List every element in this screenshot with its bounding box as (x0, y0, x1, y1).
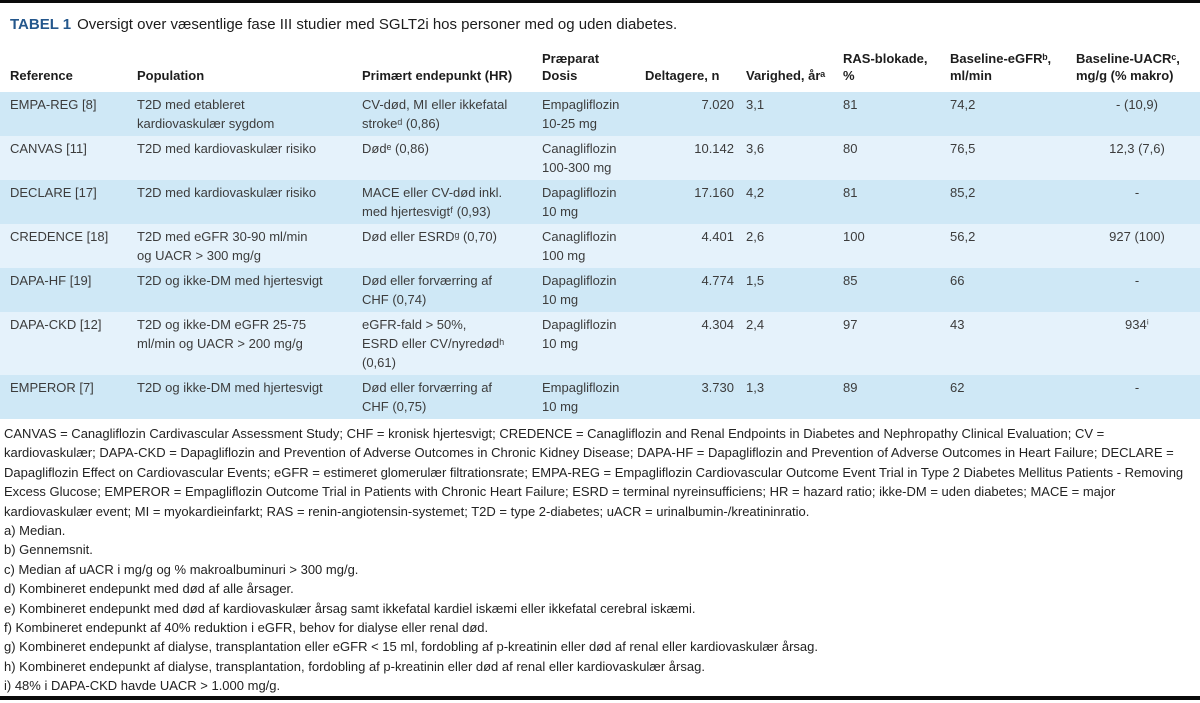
footnote-h: h) Kombineret endepunkt af dialyse, tran… (4, 658, 705, 674)
footnotes-block: CANVAS = Canagliflozin Cardivascular Ass… (0, 419, 1200, 696)
cell-duration: 2,4 (746, 317, 765, 332)
cell-baseline-egfr: 56,2 (950, 229, 976, 244)
footnote-c: c) Median af uACR i mg/g og % makroalbum… (4, 561, 359, 577)
cell-population: T2D med kardiovaskulær risiko (137, 185, 317, 200)
table-row-emperor: EMPEROR [7] T2D og ikke-DM med hjertesvi… (0, 375, 1200, 419)
footnote-a: a) Median. (4, 523, 66, 539)
cell-participants: 10.142 (694, 141, 734, 156)
cell-reference: CANVAS [11] (10, 141, 87, 156)
cell-drug-dose: Dapagliflozin 10 mg (542, 273, 617, 307)
cell-baseline-uacr: 927 (100) (1109, 229, 1165, 244)
cell-drug-dose: Dapagliflozin 10 mg (542, 185, 617, 219)
cell-baseline-egfr: 62 (950, 380, 965, 395)
table-row-canvas: CANVAS [11] T2D med kardiovaskulær risik… (0, 136, 1200, 180)
cell-baseline-uacr: 934ⁱ (1124, 317, 1149, 332)
footnote-d: d) Kombineret endepunkt med død af alle … (4, 581, 294, 597)
table-row-dapa-ckd: DAPA-CKD [12] T2D og ikke-DM eGFR 25-75 … (0, 312, 1200, 375)
column-header-duration: Varighed, årᵃ (746, 68, 826, 83)
cell-population: T2D og ikke-DM med hjertesvigt (137, 380, 323, 395)
abbreviations-text: CANVAS = Canagliflozin Cardivascular Ass… (4, 426, 1184, 519)
cell-reference: EMPA-REG [8] (10, 97, 97, 112)
cell-baseline-uacr: - (1134, 185, 1140, 200)
cell-drug-dose: Canagliflozin 100 mg (542, 229, 617, 263)
cell-baseline-egfr: 76,5 (950, 141, 976, 156)
cell-population: T2D med eGFR 30-90 ml/min og UACR > 300 … (137, 229, 308, 263)
column-header-baseline-egfr: Baseline-eGFRᵇ, ml/min (950, 51, 1052, 83)
cell-participants: 17.160 (694, 185, 734, 200)
header-row: Reference Population Primært endepunkt (… (0, 46, 1200, 92)
column-header-drug-dose: Præparat Dosis (542, 51, 600, 83)
cell-population: T2D og ikke-DM med hjertesvigt (137, 273, 323, 288)
cell-participants: 7.020 (701, 97, 734, 112)
cell-baseline-egfr: 85,2 (950, 185, 976, 200)
column-header-reference: Reference (10, 68, 73, 83)
cell-drug-dose: Empagliflozin 10-25 mg (542, 97, 620, 131)
cell-reference: DAPA-CKD [12] (10, 317, 102, 332)
cell-baseline-egfr: 66 (950, 273, 965, 288)
cell-population: T2D med etableret kardiovaskulær sygdom (137, 97, 275, 131)
cell-endpoint: MACE eller CV-død inkl. med hjertesvigtᶠ… (362, 185, 503, 219)
cell-population: T2D med kardiovaskulær risiko (137, 141, 317, 156)
cell-reference: CREDENCE [18] (10, 229, 109, 244)
cell-reference: DECLARE [17] (10, 185, 97, 200)
cell-ras-blockade: 85 (843, 273, 858, 288)
cell-drug-dose: Canagliflozin 100-300 mg (542, 141, 617, 175)
cell-endpoint: Død eller forværring af CHF (0,75) (362, 380, 493, 414)
cell-participants: 4.774 (701, 273, 734, 288)
table-number-label: TABEL 1 (10, 16, 72, 33)
cell-ras-blockade: 81 (843, 185, 858, 200)
cell-duration: 2,6 (746, 229, 765, 244)
studies-table: Reference Population Primært endepunkt (… (0, 46, 1200, 419)
table-title-text: Oversigt over væsentlige fase III studie… (77, 16, 678, 33)
footnote-g: g) Kombineret endepunkt af dialyse, tran… (4, 639, 819, 655)
column-header-ras-blockade: RAS-blokade, % (843, 51, 928, 83)
footnote-b: b) Gennemsnit. (4, 542, 93, 558)
cell-duration: 1,3 (746, 380, 765, 395)
column-header-baseline-uacr: Baseline-UACRᶜ, mg/g (% makro) (1076, 51, 1180, 83)
table-row-dapa-hf: DAPA-HF [19] T2D og ikke-DM med hjertesv… (0, 268, 1200, 312)
cell-duration: 3,1 (746, 97, 765, 112)
column-header-endpoint: Primært endepunkt (HR) (362, 68, 513, 83)
cell-baseline-uacr: - (1134, 380, 1140, 395)
column-header-population: Population (137, 68, 205, 83)
cell-duration: 4,2 (746, 185, 765, 200)
cell-endpoint: CV-død, MI eller ikkefatal strokeᵈ (0,86… (362, 97, 508, 131)
cell-ras-blockade: 89 (843, 380, 858, 395)
table-title: TABEL 1 Oversigt over væsentlige fase III… (0, 3, 1200, 46)
cell-reference: DAPA-HF [19] (10, 273, 92, 288)
cell-baseline-uacr: 12,3 (7,6) (1109, 141, 1165, 156)
cell-drug-dose: Empagliflozin 10 mg (542, 380, 620, 414)
cell-participants: 4.304 (701, 317, 734, 332)
cell-duration: 3,6 (746, 141, 765, 156)
footnote-f: f) Kombineret endepunkt af 40% reduktion… (4, 620, 489, 636)
cell-reference: EMPEROR [7] (10, 380, 94, 395)
table-row-empa-reg: EMPA-REG [8] T2D med etableret kardiovas… (0, 92, 1200, 136)
cell-participants: 3.730 (701, 380, 734, 395)
table-row-credence: CREDENCE [18] T2D med eGFR 30-90 ml/min … (0, 224, 1200, 268)
cell-baseline-uacr: - (1134, 273, 1140, 288)
cell-baseline-egfr: 74,2 (950, 97, 976, 112)
cell-ras-blockade: 80 (843, 141, 858, 156)
top-border (0, 0, 1200, 3)
footnote-i: i) 48% i DAPA-CKD havde UACR > 1.000 mg/… (4, 678, 281, 694)
bottom-border (0, 695, 1200, 700)
cell-ras-blockade: 81 (843, 97, 858, 112)
cell-baseline-uacr: - (10,9) (1116, 97, 1158, 112)
cell-duration: 1,5 (746, 273, 765, 288)
cell-endpoint: Død eller ESRDᵍ (0,70) (362, 229, 497, 244)
cell-endpoint: eGFR-fald > 50%, ESRD eller CV/nyredødʰ … (362, 317, 505, 370)
cell-population: T2D og ikke-DM eGFR 25-75 ml/min og UACR… (137, 317, 307, 351)
cell-ras-blockade: 97 (843, 317, 858, 332)
cell-ras-blockade: 100 (843, 229, 865, 244)
cell-drug-dose: Dapagliflozin 10 mg (542, 317, 617, 351)
cell-baseline-egfr: 43 (950, 317, 965, 332)
column-header-participants: Deltagere, n (645, 68, 720, 83)
cell-participants: 4.401 (701, 229, 734, 244)
footnote-e: e) Kombineret endepunkt med død af kardi… (4, 600, 696, 616)
cell-endpoint: Død eller forværring af CHF (0,74) (362, 273, 493, 307)
cell-endpoint: Dødᵉ (0,86) (362, 141, 429, 156)
table-row-declare: DECLARE [17] T2D med kardiovaskulær risi… (0, 180, 1200, 224)
